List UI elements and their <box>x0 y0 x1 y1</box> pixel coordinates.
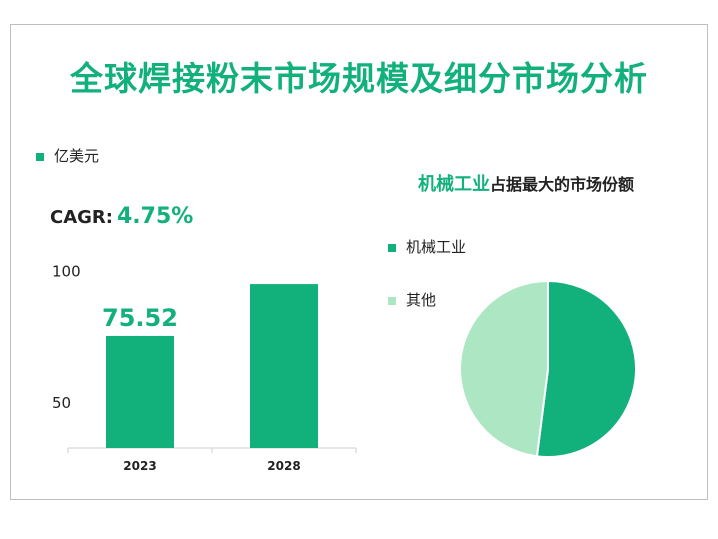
x-tick-label-2023: 2023 <box>123 459 156 473</box>
bar-legend-label: 亿美元 <box>54 147 100 165</box>
content-frame <box>10 24 708 500</box>
pie-legend-swatch-1 <box>388 243 396 252</box>
bar-legend-swatch <box>36 152 44 161</box>
cagr-label: CAGR: 4.75% <box>50 204 193 229</box>
cagr-text: CAGR: <box>50 207 113 228</box>
pie-legend-label-2: 其他 <box>406 291 437 309</box>
pie-legend-item-1: 机械工业 <box>388 236 466 257</box>
pie-slice-1 <box>535 279 637 458</box>
cagr-value: 4.75% <box>116 204 194 229</box>
pie-legend-swatch-2 <box>388 296 396 305</box>
pie-title-rest: 占据最大的市场份额 <box>490 175 635 194</box>
pie-title-highlight: 机械工业 <box>418 174 490 195</box>
bar-2028 <box>250 284 318 448</box>
pie-slice-2 <box>459 279 549 458</box>
y-tick-label-0: 50 <box>52 394 71 412</box>
pie-title: 机械工业占据最大的市场份额 <box>418 170 634 196</box>
page-title: 全球焊接粉末市场规模及细分市场分析 <box>70 59 648 98</box>
data-label-2023: 75.52 <box>102 304 178 332</box>
bar-2023 <box>106 335 174 448</box>
x-tick-label-2028: 2028 <box>267 459 300 473</box>
pie-legend-label-1: 机械工业 <box>406 238 467 256</box>
bar-legend: 亿美元 <box>36 145 99 166</box>
pie-legend-item-2: 其他 <box>388 289 436 310</box>
y-tick-label-1: 100 <box>52 262 81 280</box>
